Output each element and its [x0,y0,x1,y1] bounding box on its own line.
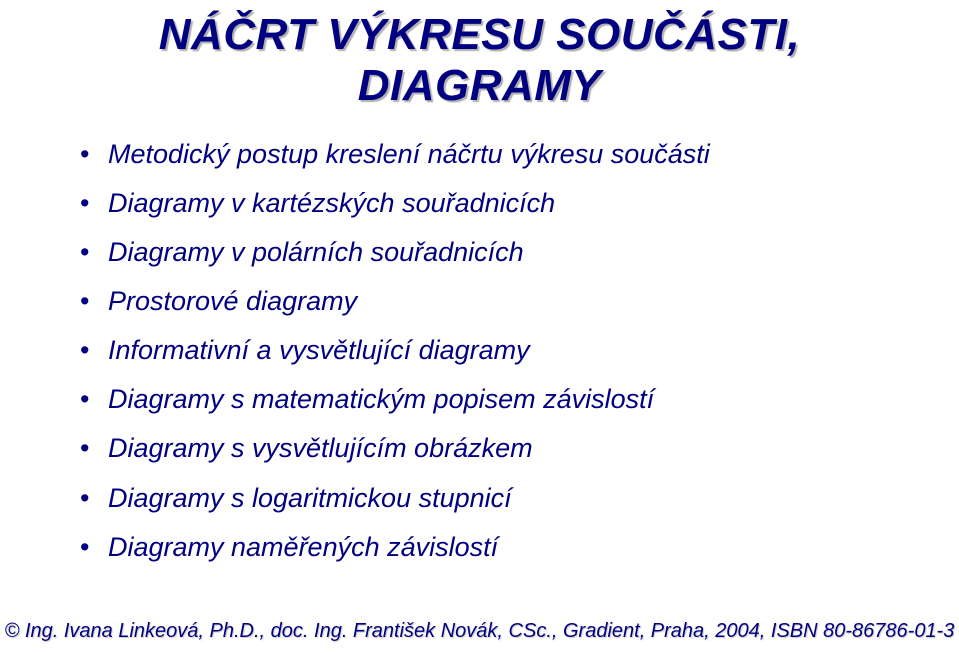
list-item: Diagramy s vysvětlujícím obrázkem [80,433,959,464]
list-item-text: Prostorové diagramy [108,286,357,316]
list-item: Diagramy s logaritmickou stupnicí [80,483,959,514]
list-item: Diagramy s matematickým popisem závislos… [80,384,959,415]
slide: NÁČRT VÝKRESU SOUČÁSTI, DIAGRAMY Metodic… [0,0,959,653]
slide-title: NÁČRT VÝKRESU SOUČÁSTI, DIAGRAMY [0,0,959,111]
list-item: Diagramy v polárních souřadnicích [80,237,959,268]
title-line-1: NÁČRT VÝKRESU SOUČÁSTI, [0,10,959,61]
list-item-text: Diagramy v polárních souřadnicích [108,237,524,267]
list-item-text: Diagramy v kartézských souřadnicích [108,188,555,218]
list-item: Metodický postup kreslení náčrtu výkresu… [80,139,959,170]
list-item: Informativní a vysvětlující diagramy [80,335,959,366]
list-item: Diagramy naměřených závislostí [80,532,959,563]
bullet-list: Metodický postup kreslení náčrtu výkresu… [80,139,959,562]
list-item-text: Diagramy s vysvětlujícím obrázkem [108,433,533,463]
list-item-text: Diagramy s matematickým popisem závislos… [108,384,654,414]
list-item-text: Diagramy naměřených závislostí [108,532,498,562]
list-item-text: Informativní a vysvětlující diagramy [108,335,530,365]
footer-text: © Ing. Ivana Linkeová, Ph.D., doc. Ing. … [0,620,959,643]
list-item: Diagramy v kartézských souřadnicích [80,188,959,219]
title-line-2: DIAGRAMY [0,61,959,112]
list-item: Prostorové diagramy [80,286,959,317]
list-item-text: Metodický postup kreslení náčrtu výkresu… [108,139,710,169]
list-item-text: Diagramy s logaritmickou stupnicí [108,483,512,513]
